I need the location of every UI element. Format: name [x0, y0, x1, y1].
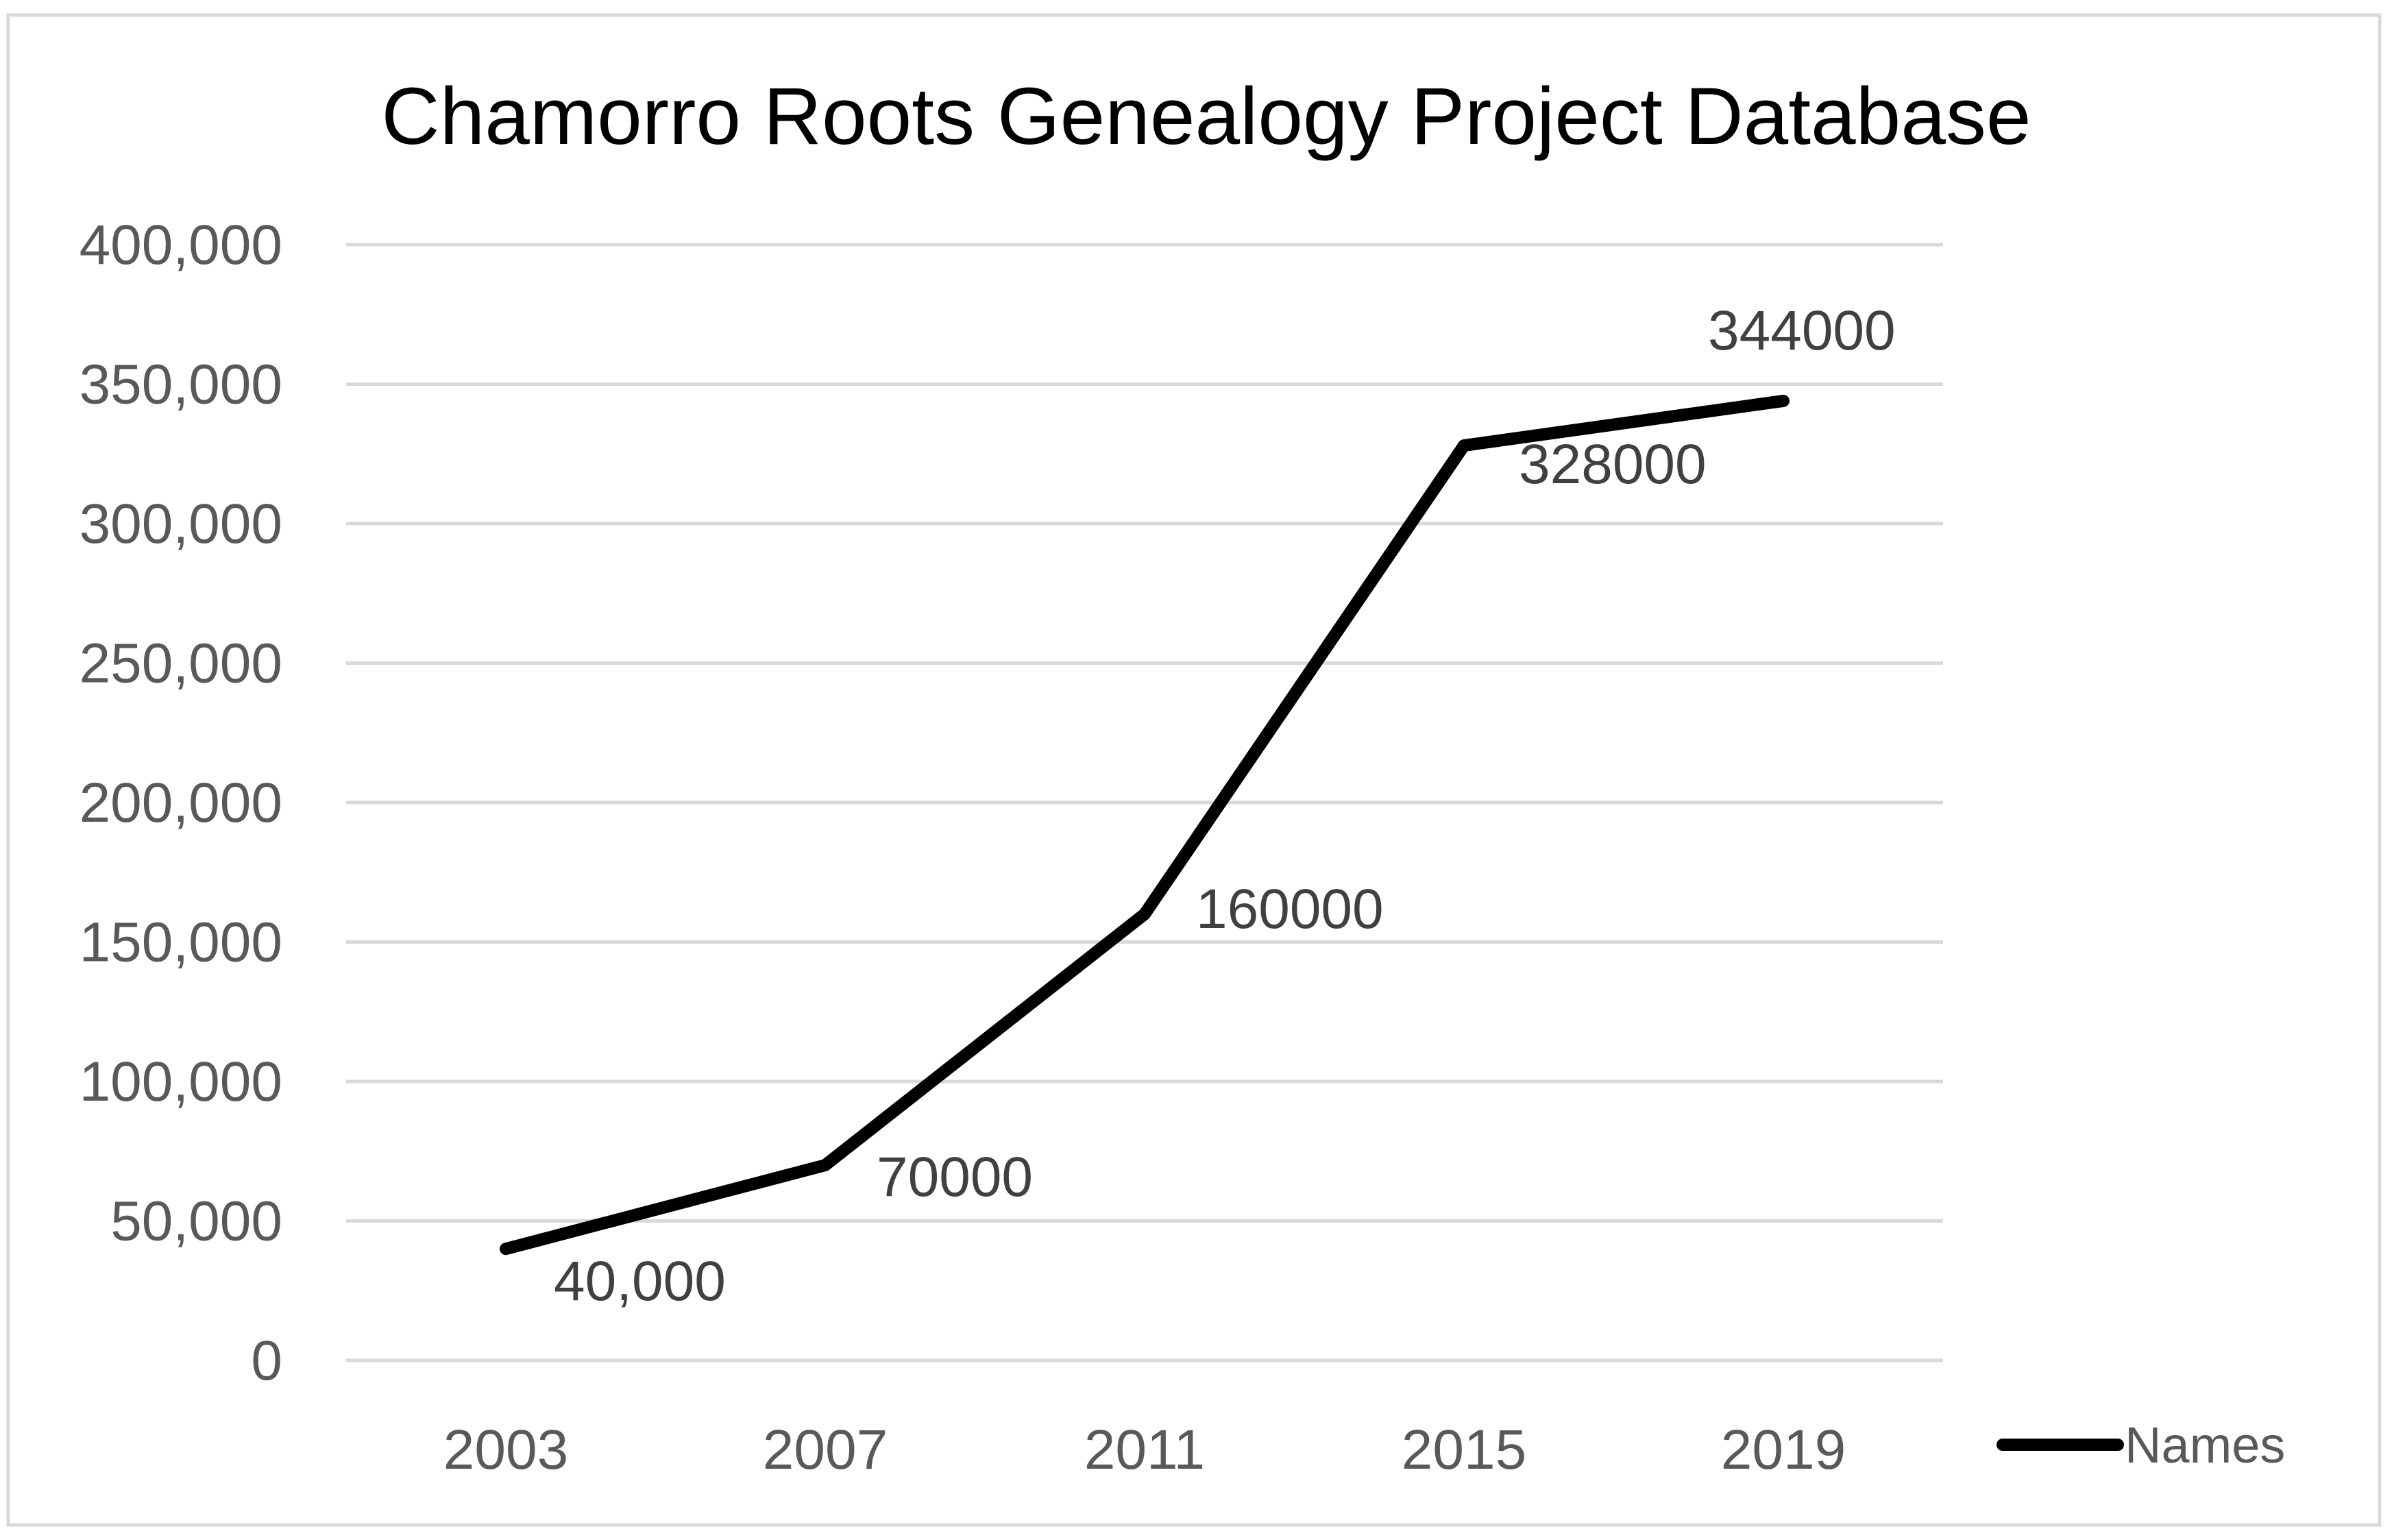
x-tick-label: 2011 [1084, 1419, 1205, 1481]
data-label: 344000 [1708, 300, 1896, 362]
legend: Names [1997, 1417, 2285, 1474]
y-axis-ticks: 0 50,000 100,000 150,000 200,000 250,000 300,0… [80, 214, 282, 1392]
chart-title: Chamorro Roots Genealogy Project Databas… [381, 71, 2031, 162]
x-tick-label: 2003 [443, 1419, 568, 1481]
data-point [1783, 400, 1784, 402]
data-point [1463, 445, 1465, 447]
series-layer [500, 394, 1790, 1256]
x-axis-ticks: 2003 2007 2011 2015 2019 [443, 1419, 1846, 1481]
y-tick-label: 50,000 [110, 1190, 282, 1253]
data-label: 328000 [1519, 433, 1707, 496]
x-tick-label: 2019 [1721, 1419, 1846, 1481]
data-labels: 40,000 70000 160000 328000 344000 [554, 300, 1896, 1312]
y-tick-label: 250,000 [80, 633, 282, 695]
y-tick-label: 300,000 [80, 493, 282, 555]
data-point [825, 1164, 826, 1166]
data-label: 40,000 [554, 1250, 726, 1312]
x-tick-label: 2015 [1402, 1419, 1526, 1481]
data-label: 160000 [1196, 878, 1384, 940]
x-tick-label: 2007 [763, 1419, 888, 1481]
y-tick-label: 100,000 [80, 1051, 282, 1113]
y-tick-label: 200,000 [80, 772, 282, 834]
data-point [505, 1248, 506, 1250]
y-tick-label: 350,000 [80, 354, 282, 416]
data-point [1144, 913, 1145, 915]
legend-label: Names [2125, 1417, 2285, 1474]
y-tick-label: 400,000 [80, 214, 282, 276]
y-tick-label: 0 [251, 1330, 282, 1392]
chart-frame [6, 13, 2382, 1527]
y-tick-label: 150,000 [80, 912, 282, 974]
data-label: 70000 [877, 1146, 1033, 1208]
